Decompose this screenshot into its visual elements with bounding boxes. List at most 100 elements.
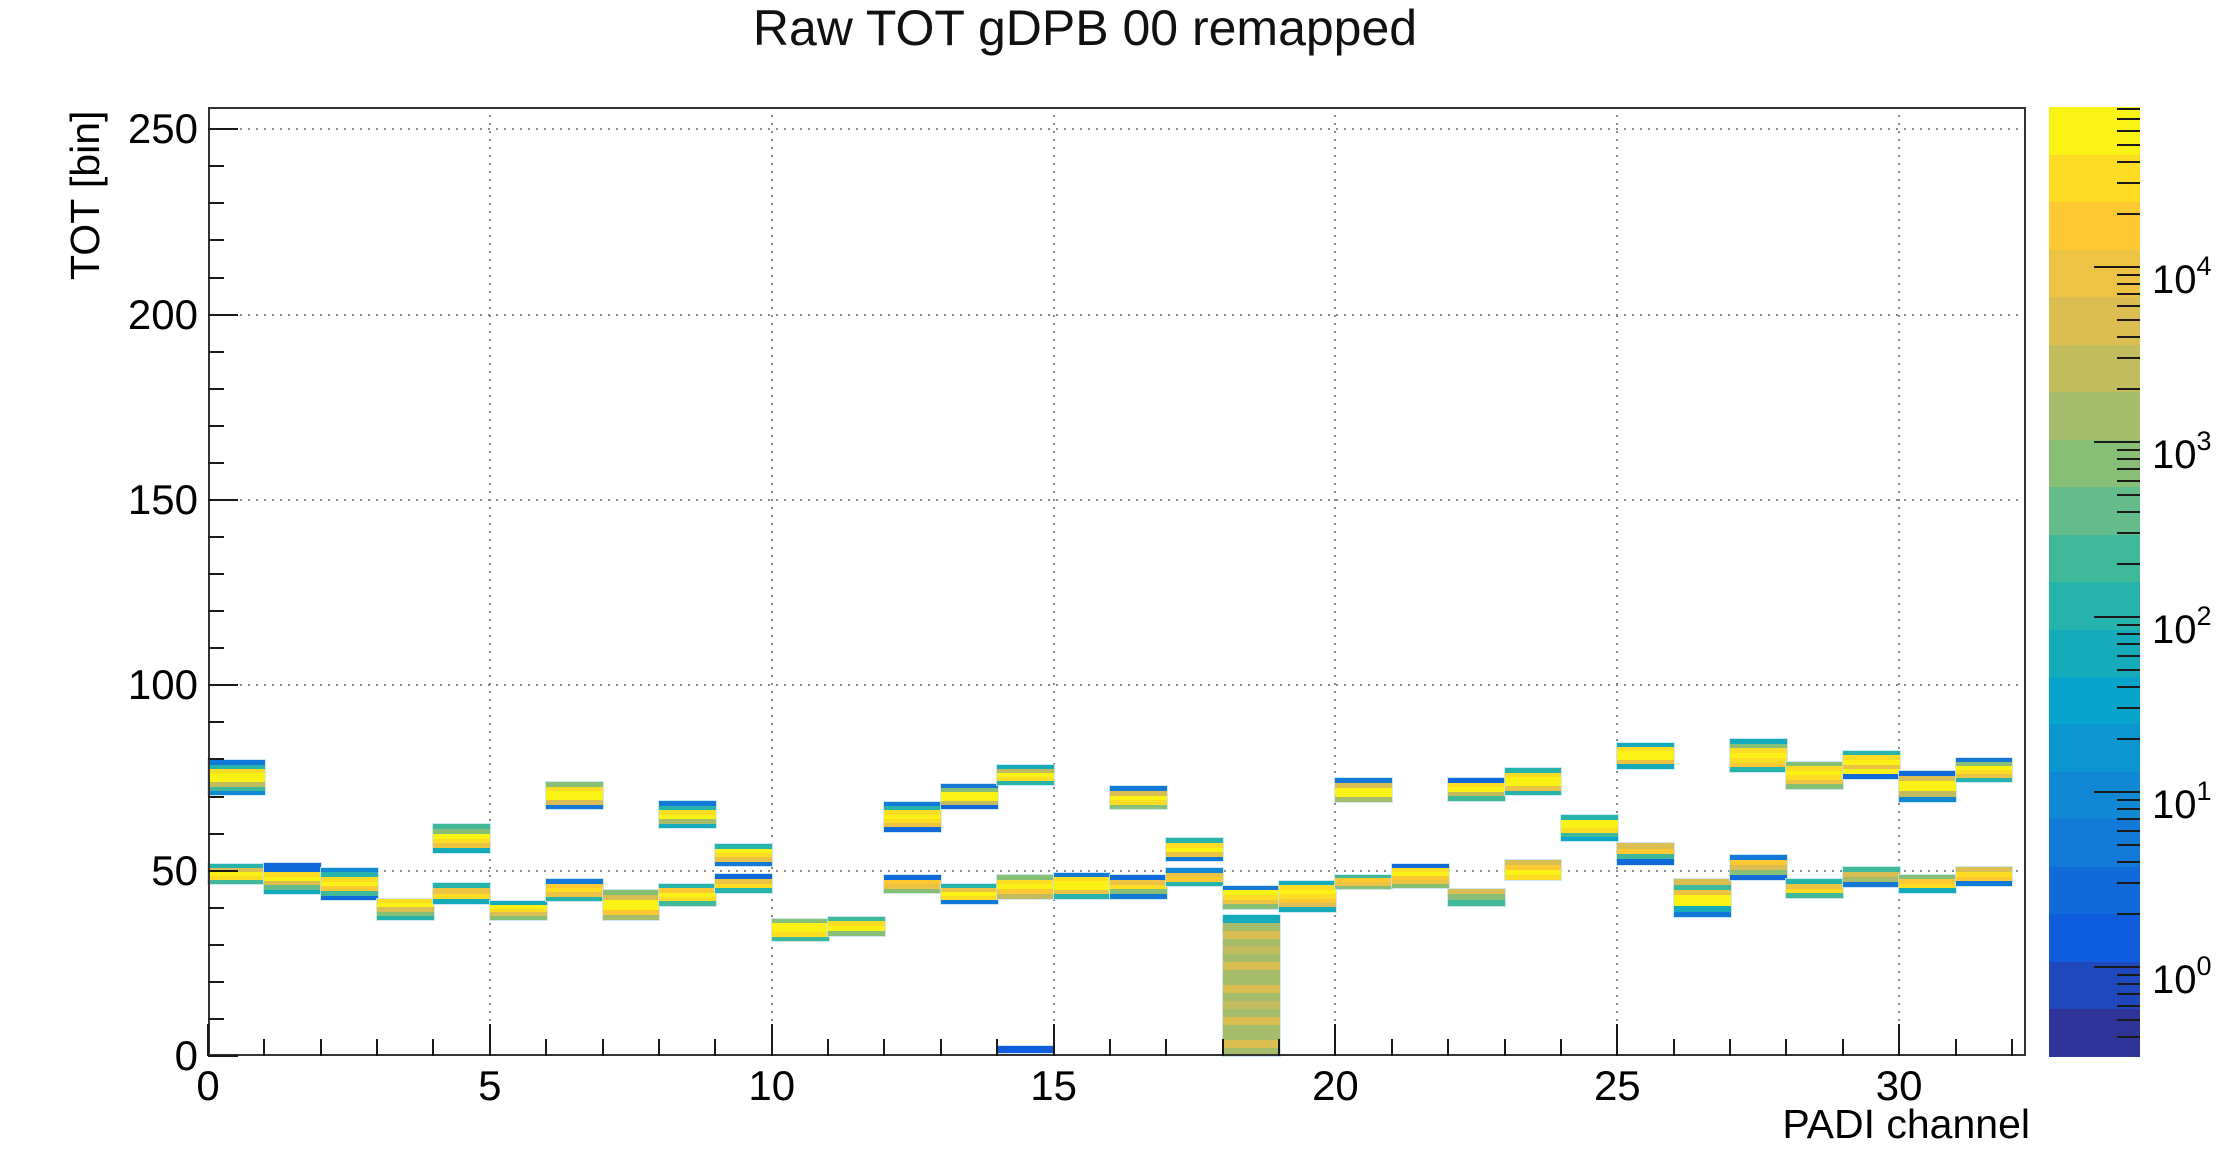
band-row	[1560, 815, 1618, 820]
band-row	[433, 843, 491, 849]
band-row	[546, 879, 604, 884]
x-minor-tick	[263, 1039, 266, 1056]
colorbar-minor-tick	[2117, 993, 2140, 996]
band-row	[1617, 747, 1675, 752]
channel-18-column	[1222, 915, 1280, 1056]
band-row	[1053, 872, 1111, 878]
band-row	[208, 782, 265, 787]
band-row	[1560, 836, 1618, 842]
tot-band	[658, 800, 716, 829]
tot-band	[1730, 855, 1787, 880]
band-row	[771, 923, 829, 928]
band-row	[546, 786, 604, 792]
colorbar-minor-tick	[2117, 1035, 2140, 1038]
band-row	[377, 911, 434, 916]
band-row	[1786, 779, 1844, 785]
band-row	[940, 792, 998, 797]
colorbar-minor-tick	[2117, 882, 2140, 885]
band-row	[1053, 877, 1111, 882]
tot-band	[658, 883, 716, 906]
band-row	[1166, 872, 1224, 878]
band-row	[997, 1046, 1055, 1054]
band-row	[1109, 879, 1167, 885]
x-tick-label: 20	[1312, 1062, 1359, 1109]
band-row	[1617, 760, 1675, 765]
band-row	[1335, 881, 1393, 886]
y-major-tick	[208, 498, 238, 501]
colorbar-minor-tick	[2117, 304, 2140, 307]
band-row	[1730, 753, 1787, 758]
band-row	[658, 814, 716, 820]
band-row	[884, 823, 942, 828]
h-gridline	[208, 684, 2026, 687]
band-row	[771, 932, 829, 937]
band-row	[1279, 894, 1336, 899]
band-row	[1109, 804, 1167, 810]
x-major-tick	[207, 1024, 209, 1056]
band-row	[1899, 796, 1957, 802]
band-row	[1222, 1040, 1280, 1048]
colorbar-minor-tick	[2117, 973, 2140, 976]
colorbar-segment	[2049, 723, 2140, 772]
band-row	[1786, 770, 1844, 776]
band-row	[771, 936, 829, 942]
band-row	[1504, 864, 1562, 870]
band-row	[208, 871, 265, 876]
tot-band	[1448, 778, 1506, 801]
x-major-tick	[1898, 1024, 1901, 1056]
colorbar-minor-tick	[2117, 357, 2140, 360]
tot-band	[1109, 786, 1167, 810]
band-row	[1730, 767, 1787, 772]
band-row	[1335, 792, 1393, 797]
v-gridline	[1898, 107, 1901, 1056]
band-row	[264, 885, 322, 890]
band-row	[1448, 791, 1506, 797]
tot-band	[1673, 879, 1731, 917]
chart-title: Raw TOT gDPB 00 remapped	[752, 0, 1418, 56]
band-row	[433, 848, 491, 853]
tot-band	[433, 883, 491, 904]
colorbar-segment	[2049, 771, 2140, 820]
v-gridline	[770, 107, 773, 1056]
band-row	[940, 783, 998, 788]
band-row	[1842, 764, 1900, 770]
colorbar-minor-tick	[2117, 457, 2140, 460]
band-row	[1504, 874, 1562, 880]
band-row	[1899, 786, 1957, 792]
colorbar-tick-label: 102	[2152, 590, 2212, 656]
band-row	[940, 887, 998, 892]
x-major-tick	[1616, 1024, 1619, 1056]
band-row	[1279, 898, 1336, 903]
x-axis-title: PADI channel	[1782, 1101, 2030, 1147]
x-minor-tick	[1390, 1039, 1393, 1056]
band-row	[997, 768, 1055, 773]
colorbar-major-tick	[2094, 790, 2140, 793]
band-row	[1786, 883, 1844, 889]
tot-band	[1448, 888, 1506, 906]
band-row	[433, 829, 491, 834]
tot-band	[1222, 885, 1280, 909]
band-row	[1617, 859, 1675, 865]
band-row	[1504, 768, 1562, 773]
band-row	[377, 903, 434, 908]
colorbar-minor-tick	[2117, 685, 2140, 688]
band-row	[489, 908, 547, 913]
band-row	[1222, 993, 1280, 1002]
tot-band	[1109, 875, 1167, 899]
x-major-tick	[1052, 1024, 1055, 1056]
band-row	[884, 814, 942, 819]
band-row	[1899, 879, 1957, 884]
band-row	[771, 927, 829, 933]
band-row	[1222, 1008, 1280, 1017]
colorbar-minor-tick	[2117, 818, 2140, 821]
band-row	[1222, 954, 1280, 962]
band-row	[1955, 881, 2013, 887]
colorbar-segment	[2049, 961, 2140, 1010]
band-row	[828, 931, 885, 936]
band-row	[433, 824, 491, 830]
band-row	[1222, 885, 1280, 891]
colorbar-minor-tick	[2117, 632, 2140, 635]
x-minor-tick	[1278, 1039, 1281, 1056]
band-row	[658, 892, 716, 898]
band-row	[1730, 762, 1787, 768]
